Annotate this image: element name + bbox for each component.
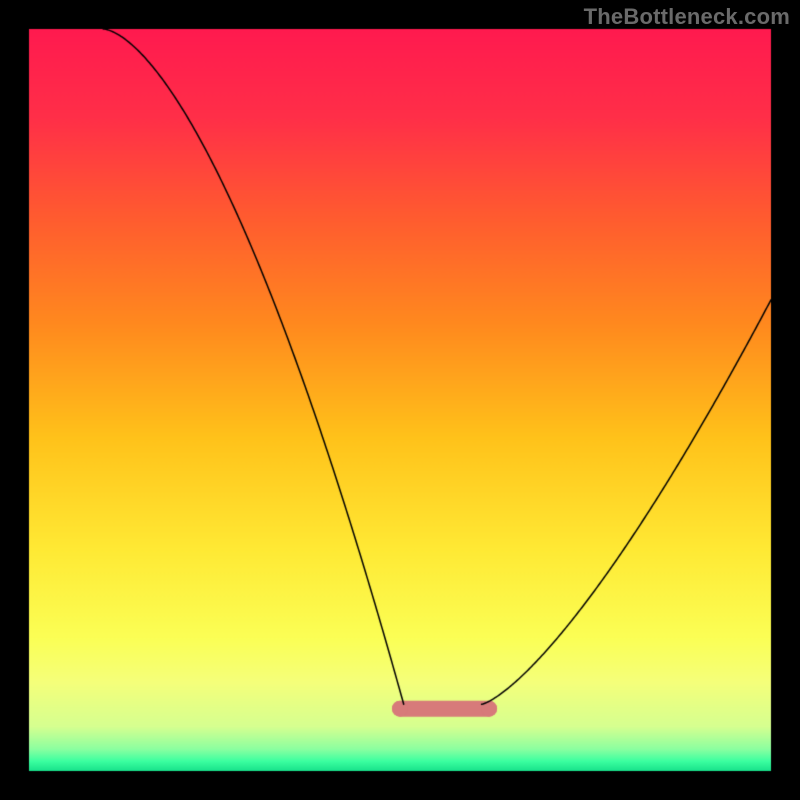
watermark-text: TheBottleneck.com: [584, 4, 790, 30]
bottleneck-chart-canvas: [0, 0, 800, 800]
